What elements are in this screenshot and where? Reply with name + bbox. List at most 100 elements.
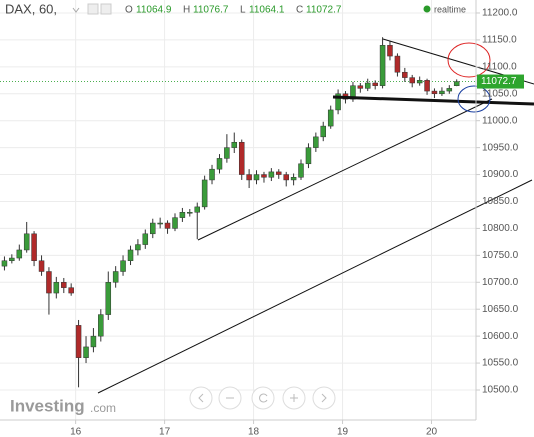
candle-body: [135, 244, 141, 251]
candle-body: [364, 82, 371, 89]
candle-body: [335, 93, 341, 111]
candle-body: [38, 260, 45, 272]
brand-suffix: .com: [90, 401, 116, 415]
scroll-right-button[interactable]: [312, 386, 336, 410]
y-tick-label: 10950.0: [482, 142, 519, 153]
ohlc-value: 11064.1: [249, 5, 285, 16]
candle-body: [68, 287, 74, 294]
icon[interactable]: [100, 3, 112, 15]
last-price-box: [477, 74, 524, 89]
trend-line: [97, 179, 533, 394]
status-dot: [423, 5, 431, 13]
reset-button[interactable]: [251, 386, 275, 410]
icon[interactable]: [87, 3, 99, 15]
x-tick-label: 17: [159, 427, 171, 437]
candle-body: [23, 233, 30, 251]
candles: [1, 37, 460, 388]
support-line: [332, 95, 534, 106]
candle-body: [253, 174, 260, 181]
candle-body: [298, 163, 304, 178]
candle-body: [238, 141, 245, 175]
scroll-left-button[interactable]: [189, 386, 213, 410]
ohlc-value: 11076.7: [193, 5, 229, 16]
candle-body: [61, 282, 67, 288]
candle-body: [446, 88, 453, 92]
x-tick-label: 20: [426, 427, 438, 437]
ohlc-value: 11064.9: [136, 5, 172, 16]
y-tick-label: 11000.0: [482, 115, 518, 126]
candle-body: [379, 45, 386, 86]
candle-body: [216, 158, 223, 170]
candle-body: [231, 141, 238, 148]
candle-body: [150, 222, 156, 235]
candle-body: [313, 136, 319, 148]
candle-body: [75, 325, 82, 358]
x-tick-label: 16: [70, 427, 82, 437]
candle-body: [9, 257, 15, 261]
candle-body: [402, 71, 408, 78]
candle-body: [164, 222, 171, 229]
x-tick-label: 19: [337, 427, 349, 437]
zoom-controls: [189, 386, 336, 410]
dropdown-icon[interactable]: [72, 7, 80, 13]
candle-body: [453, 81, 460, 86]
last-price-label: 11072.7: [481, 76, 517, 87]
candle-body: [98, 314, 104, 337]
candle-body: [194, 206, 201, 213]
candle-body: [283, 174, 289, 181]
y-tick-label: 11200.0: [482, 8, 518, 19]
candle-body: [157, 222, 163, 225]
y-tick-label: 10600.0: [482, 331, 519, 342]
candle-body: [90, 335, 97, 348]
circle-marker: [447, 42, 491, 78]
y-tick-label: 11100.0: [482, 61, 517, 72]
candle-body: [394, 55, 401, 73]
trend-line: [197, 98, 493, 241]
candle-body: [320, 125, 326, 138]
candle-body: [16, 249, 23, 259]
y-tick-label: 11050.0: [482, 88, 518, 99]
status: realtime: [434, 4, 466, 14]
candle-body: [327, 109, 334, 127]
candle-body: [83, 346, 89, 358]
y-tick-label: 10750.0: [482, 250, 519, 261]
candle-body: [127, 249, 134, 261]
y-tick-label: 10550.0: [482, 358, 519, 369]
candle-body: [246, 174, 252, 181]
axes: 10500.0 10550.0 10600.0 10650.0 10700.0 10750…: [70, 8, 524, 437]
ohlc-label: H: [183, 5, 190, 16]
candle-body: [1, 260, 8, 267]
candle-body: [387, 45, 393, 57]
icon: [198, 393, 327, 403]
candle-body: [112, 271, 119, 283]
candle-body: [409, 77, 415, 84]
chart-title: DAX, 60,: [5, 1, 57, 16]
y-tick-label: 10850.0: [482, 196, 519, 207]
candle-body: [172, 217, 178, 229]
candle-body: [46, 271, 52, 294]
candle-body: [290, 177, 297, 181]
candle-body: [275, 171, 282, 175]
candle-body: [268, 171, 275, 178]
ohlc-label: O: [125, 5, 133, 16]
candle-body: [209, 168, 215, 181]
y-tick-label: 11150.0: [482, 35, 517, 46]
brand: Investing: [10, 396, 85, 415]
candle-body: [431, 90, 438, 95]
candle-body: [224, 147, 230, 159]
ohlc-label: L: [240, 5, 246, 16]
candle-body: [120, 260, 126, 272]
candle-body: [187, 212, 193, 214]
candle-body: [416, 80, 423, 84]
y-tick-label: 10700.0: [482, 277, 519, 288]
y-tick-label: 10800.0: [482, 223, 519, 234]
candle-body: [201, 179, 208, 208]
candle-body: [439, 90, 445, 95]
y-tick-label: 10650.0: [482, 304, 519, 315]
candle-body: [179, 212, 186, 218]
candle-body: [142, 233, 149, 245]
icon: [259, 393, 268, 403]
ohlc-label: C: [296, 5, 303, 16]
